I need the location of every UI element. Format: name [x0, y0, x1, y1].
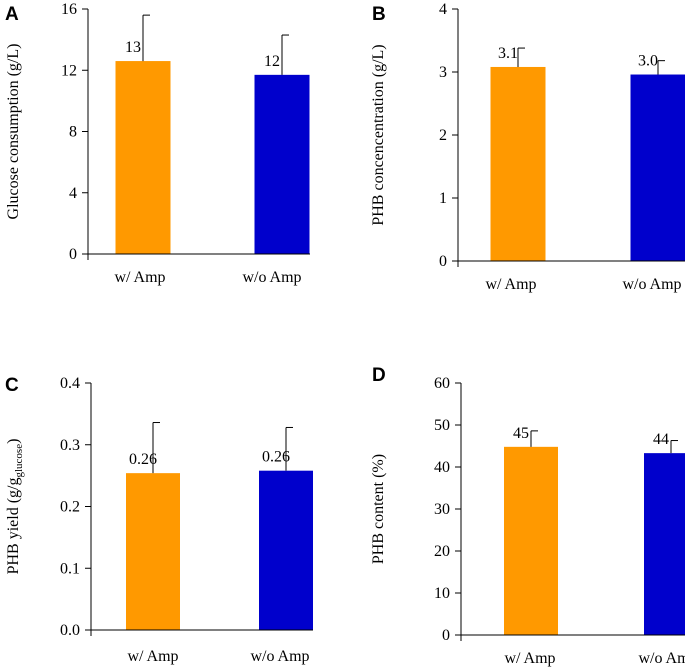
- bar-d-2: [644, 453, 685, 635]
- y-tick-label-c-4: 0.4: [60, 375, 80, 392]
- category-label-b-2: w/o Amp: [622, 276, 681, 293]
- data-label-c-1: 0.26: [129, 451, 157, 468]
- y-tick-label-d-3: 30: [434, 501, 450, 518]
- panel-a: 13 12 0 4 8 12 16 w/ Amp w/o Amp A Glucose consump…: [5, 1, 310, 286]
- category-label-a-2: w/o Amp: [242, 269, 301, 286]
- y-tick-label-c-3: 0.3: [60, 437, 80, 454]
- y-tick-label-c-0: 0.0: [60, 622, 80, 639]
- bar-d-1: [504, 446, 558, 635]
- y-tick-label-d-6: 60: [434, 375, 450, 392]
- y-tick-label-b-3: 3: [439, 64, 447, 81]
- data-label-b-1: 3.1: [498, 45, 518, 62]
- bar-a-1: [115, 61, 171, 254]
- data-label-b-2: 3.0: [638, 53, 658, 70]
- y-axis-label-c: PHB yield (g/gglucose): [5, 439, 25, 575]
- panel-letter-c: C: [5, 375, 19, 396]
- y-axis-label-d: PHB content (%): [370, 454, 387, 564]
- bar-c-2: [259, 470, 313, 630]
- y-tick-label-d-0: 0: [442, 627, 450, 644]
- panel-letter-a: A: [5, 4, 19, 25]
- y-tick-label-c-1: 0.1: [60, 560, 80, 577]
- y-tick-label-c-2: 0.2: [60, 499, 80, 516]
- category-label-a-1: w/ Amp: [114, 269, 165, 286]
- y-tick-label-d-1: 10: [434, 585, 450, 602]
- data-label-d-2: 44: [653, 431, 669, 448]
- data-label-d-1: 45: [513, 425, 529, 442]
- y-tick-label-a-4: 16: [61, 1, 77, 18]
- y-tick-label-d-2: 20: [434, 543, 450, 560]
- y-tick-label-d-5: 50: [434, 417, 450, 434]
- category-label-c-2: w/o Amp: [250, 648, 309, 665]
- bar-a-2: [254, 74, 310, 254]
- y-tick-label-a-3: 12: [61, 62, 77, 79]
- panel-d: 45 44 0 10 20 30 40 50 60 w/ Amp w/o Amp D PHB conte…: [370, 365, 685, 667]
- y-tick-label-a-2: 8: [69, 124, 77, 141]
- category-label-d-1: w/ Amp: [504, 650, 555, 667]
- y-tick-label-a-0: 0: [69, 246, 77, 263]
- y-tick-label-d-4: 40: [434, 459, 450, 476]
- panel-b: 3.1 3.0 0 1 2 3 4 w/ Amp w/o Amp B PHB concencentr…: [370, 1, 685, 293]
- panel-letter-b: B: [372, 4, 386, 25]
- y-tick-label-b-1: 1: [439, 190, 447, 207]
- category-label-d-2: w/o Amp: [638, 650, 685, 667]
- category-label-b-1: w/ Amp: [485, 276, 536, 293]
- bar-c-1: [126, 473, 180, 630]
- y-tick-label-b-2: 2: [439, 127, 447, 144]
- y-tick-label-a-1: 4: [69, 185, 77, 202]
- panel-c: 0.26 0.26 0.0 0.1 0.2 0.3 0.4 w/ Amp w/o Amp C PHB…: [5, 375, 313, 665]
- y-axis-label-b: PHB concencentration (g/L): [370, 44, 387, 225]
- data-label-c-2: 0.26: [262, 449, 290, 466]
- bar-b-1: [490, 66, 546, 262]
- y-tick-label-b-4: 4: [439, 1, 447, 18]
- bar-b-2: [630, 74, 685, 262]
- y-axis-label-a: Glucose consumption (g/L): [5, 44, 22, 220]
- data-label-a-2: 12: [264, 53, 280, 70]
- panel-letter-d: D: [372, 365, 386, 386]
- y-tick-label-b-0: 0: [439, 253, 447, 270]
- data-label-a-1: 13: [125, 39, 141, 56]
- category-label-c-1: w/ Amp: [127, 648, 178, 665]
